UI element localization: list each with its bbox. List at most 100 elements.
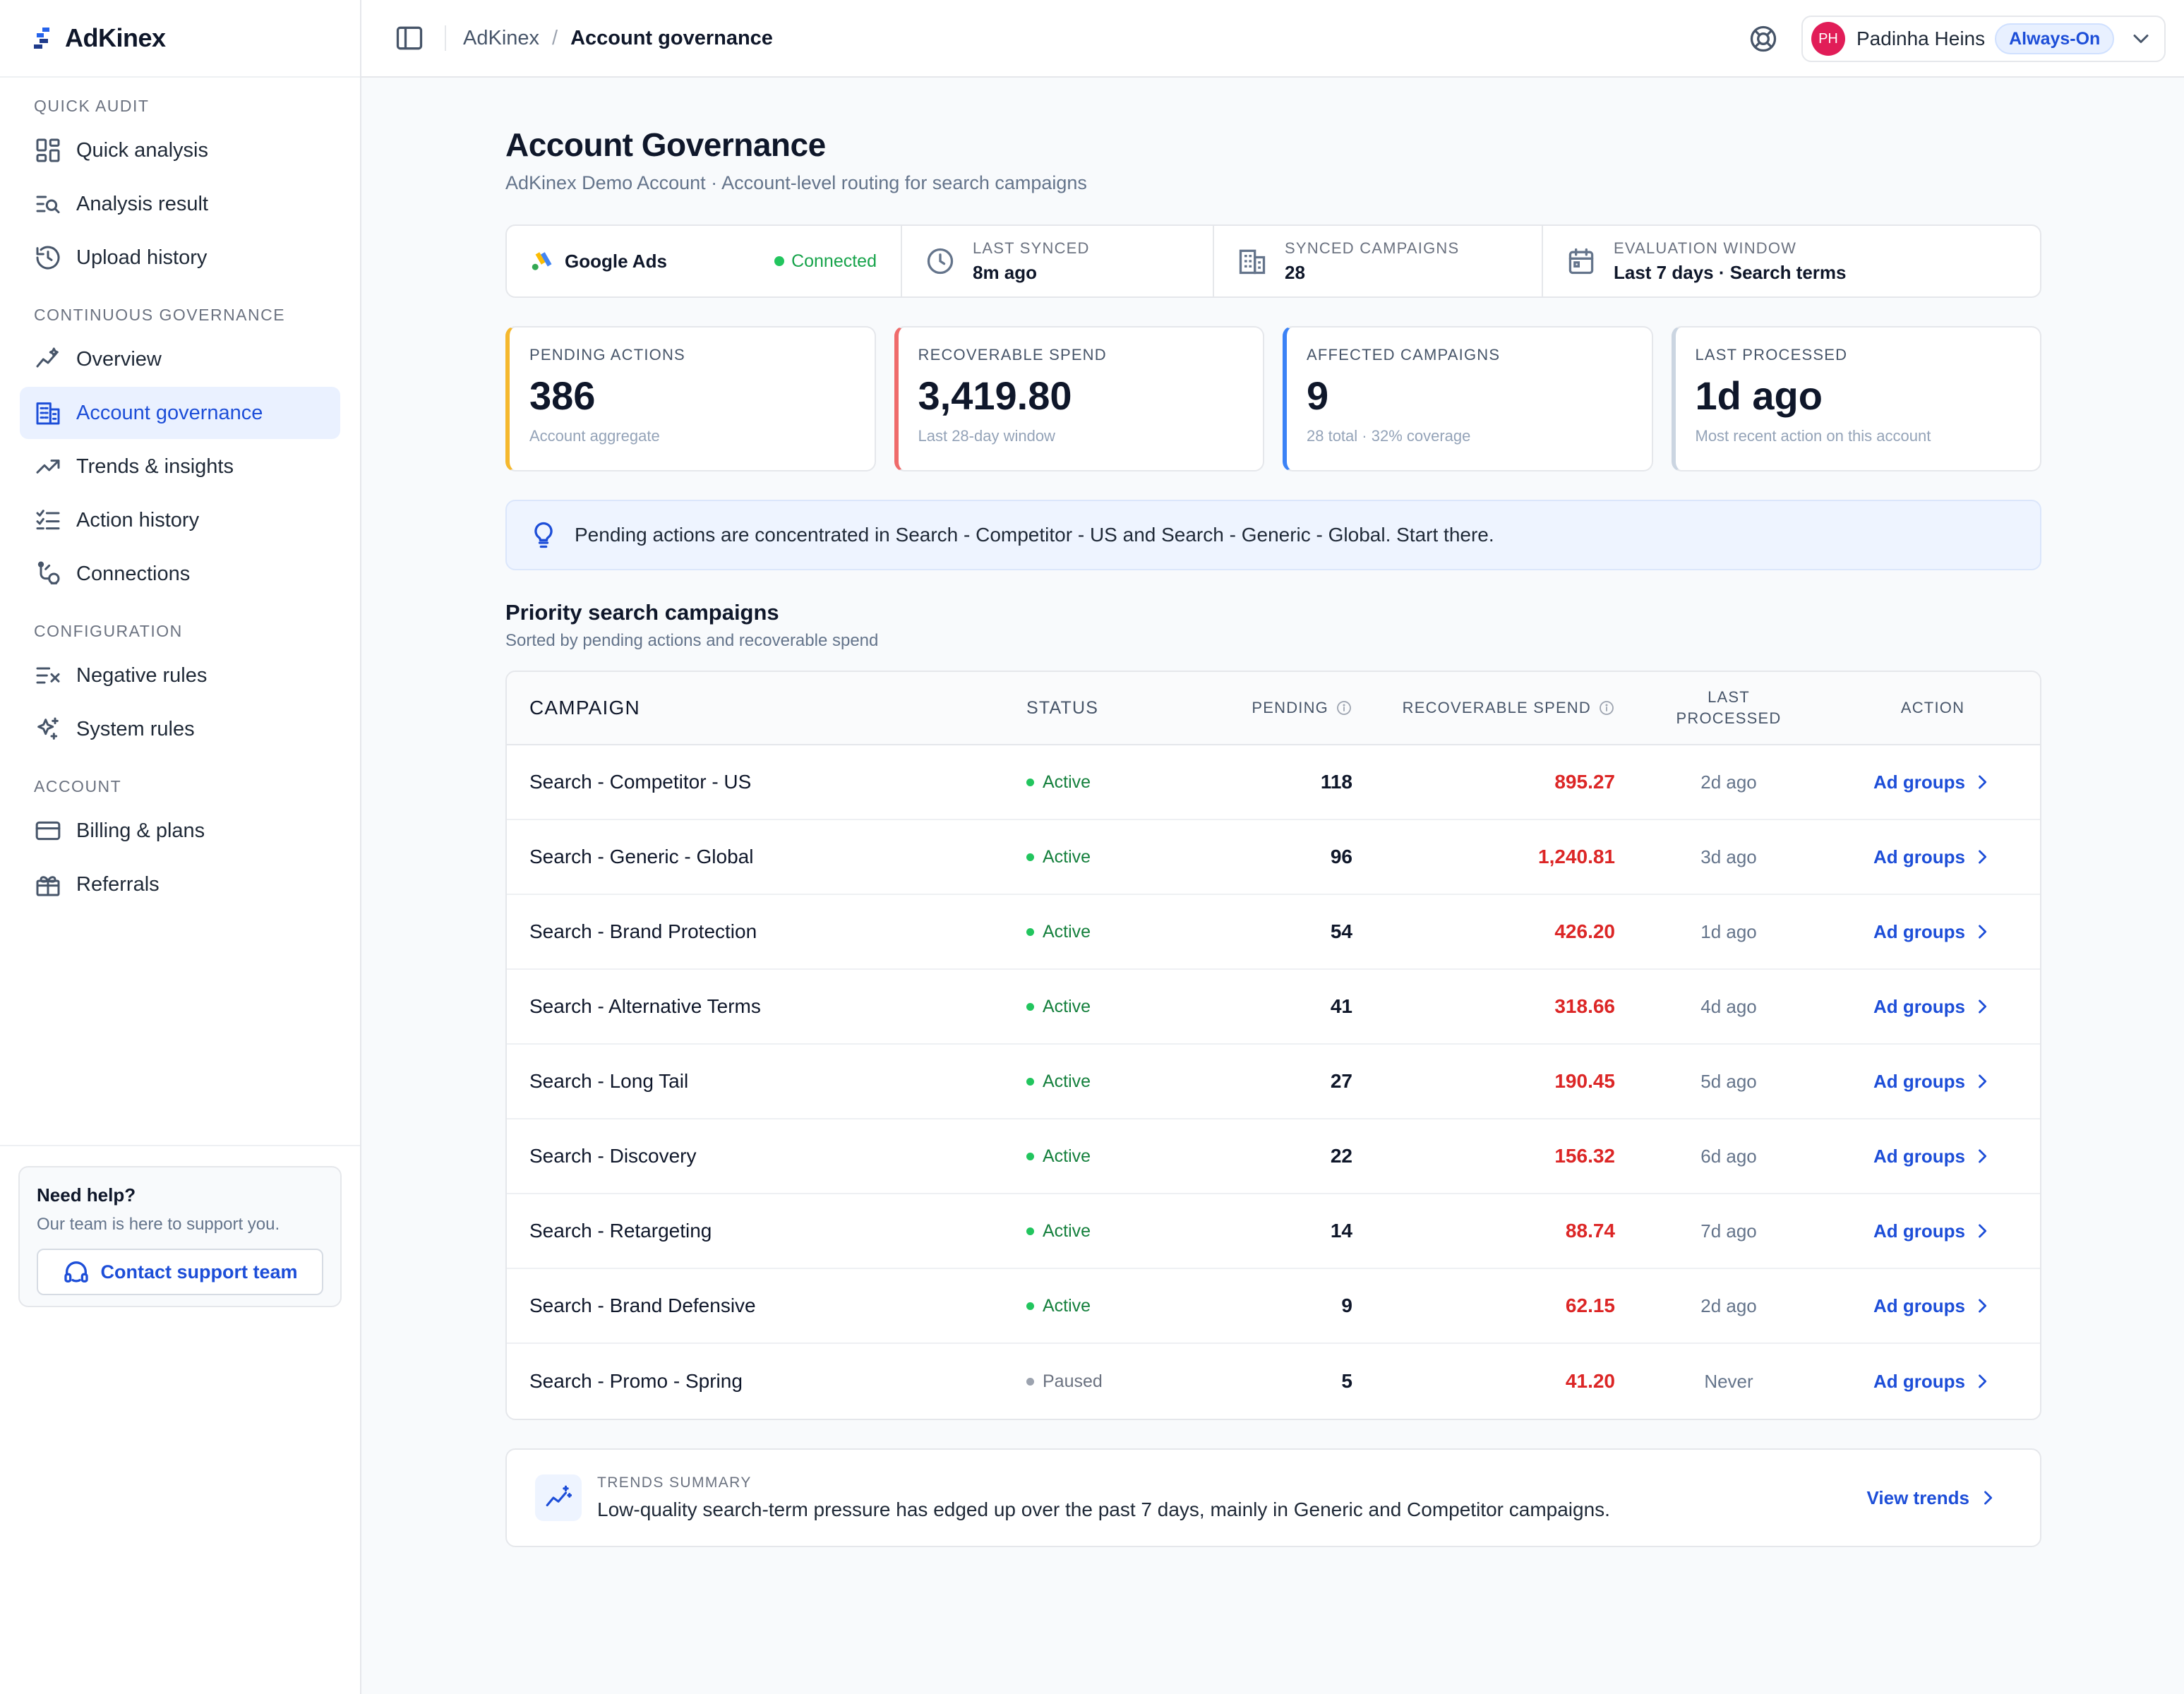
col-pending[interactable]: PENDING bbox=[1180, 699, 1352, 717]
status-label: Active bbox=[1043, 921, 1091, 942]
nav-section-title: QUICK AUDIT bbox=[34, 97, 150, 115]
sidebar-item-trends-and-insights[interactable]: Trends & insights bbox=[20, 440, 340, 493]
last-processed: 2d ago bbox=[1700, 771, 1757, 793]
sidebar-item-action-history[interactable]: Action history bbox=[20, 494, 340, 546]
chevron-down-icon[interactable] bbox=[2128, 26, 2154, 52]
status-label: Active bbox=[1043, 1146, 1091, 1166]
status-badge: Active bbox=[998, 1296, 1180, 1316]
col-spend[interactable]: RECOVERABLE SPEND bbox=[1352, 699, 1615, 717]
evaluation-window-label: EVALUATION WINDOW bbox=[1614, 239, 1797, 257]
pending-count: 41 bbox=[1330, 995, 1352, 1017]
pending-count: 5 bbox=[1341, 1370, 1352, 1392]
sidebar-nav: QUICK AUDIT Quick analysis Analysis result… bbox=[0, 95, 360, 911]
sidebar-item-system-rules[interactable]: System rules bbox=[20, 703, 340, 755]
lifebuoy-icon[interactable] bbox=[1748, 23, 1779, 54]
table-row[interactable]: Search - Retargeting Active 14 88.74 7d ago A… bbox=[507, 1194, 2040, 1269]
recoverable-spend: 895.27 bbox=[1554, 771, 1615, 793]
ad-groups-link[interactable]: Ad groups bbox=[1842, 1071, 2023, 1093]
last-processed: 1d ago bbox=[1700, 920, 1757, 942]
sidebar-item-upload-history[interactable]: Upload history bbox=[20, 232, 340, 284]
col-last-processed[interactable]: LAST PROCESSED bbox=[1615, 687, 1842, 729]
ad-groups-link[interactable]: Ad groups bbox=[1842, 1220, 2023, 1242]
ad-groups-label: Ad groups bbox=[1873, 1220, 1965, 1242]
chevron-right-icon bbox=[1979, 1374, 1987, 1388]
status-label: Active bbox=[1043, 846, 1091, 867]
table-row[interactable]: Search - Generic - Global Active 96 1,240.8… bbox=[507, 820, 2040, 895]
contact-support-label: Contact support team bbox=[100, 1261, 298, 1282]
sidebar-toggle-icon[interactable] bbox=[394, 23, 425, 54]
sidebar-item-billing-and-plans[interactable]: Billing & plans bbox=[20, 805, 340, 857]
last-synced-label: LAST SYNCED bbox=[973, 239, 1090, 257]
trend-sparkle-icon bbox=[535, 1474, 582, 1521]
chevron-right-icon bbox=[1979, 1149, 1987, 1163]
pending-count: 96 bbox=[1330, 846, 1352, 867]
campaign-name: Search - Alternative Terms bbox=[529, 995, 761, 1017]
adkinex-logo-icon bbox=[34, 28, 49, 49]
clock-icon bbox=[927, 248, 954, 275]
evaluation-window-value: Last 7 days · Search terms bbox=[1614, 261, 1847, 283]
ad-groups-link[interactable]: Ad groups bbox=[1842, 1146, 2023, 1167]
sidebar-item-label: Billing & plans bbox=[76, 819, 205, 842]
last-processed: 7d ago bbox=[1700, 1220, 1757, 1242]
evaluation-window-cell: EVALUATION WINDOW Last 7 days · Search t… bbox=[1543, 226, 2040, 296]
campaign-name: Search - Generic - Global bbox=[529, 846, 754, 867]
pending-count: 118 bbox=[1320, 771, 1352, 793]
table-row[interactable]: Search - Alternative Terms Active 41 318.66… bbox=[507, 970, 2040, 1045]
connections-icon bbox=[37, 561, 60, 584]
history-icon bbox=[36, 246, 60, 270]
ad-groups-link[interactable]: Ad groups bbox=[1842, 921, 2023, 943]
sidebar-item-label: Trends & insights bbox=[76, 455, 234, 478]
info-icon[interactable] bbox=[1598, 699, 1615, 716]
info-icon[interactable] bbox=[1336, 699, 1352, 716]
status-badge: Active bbox=[998, 1221, 1180, 1242]
sidebar-item-quick-analysis[interactable]: Quick analysis bbox=[20, 124, 340, 176]
table-row[interactable]: Search - Competitor - US Active 118 895.27 2… bbox=[507, 745, 2040, 820]
pending-count: 9 bbox=[1341, 1294, 1352, 1316]
sidebar: AdKinex QUICK AUDIT Quick analysis Analysi… bbox=[0, 0, 361, 1694]
table-header: CAMPAIGN STATUS PENDING RECOVERABLE SPEN… bbox=[507, 672, 2040, 745]
ad-groups-link[interactable]: Ad groups bbox=[1842, 1371, 2023, 1393]
user-name: Padinha Heins bbox=[1856, 28, 1986, 49]
ad-groups-label: Ad groups bbox=[1873, 1370, 1965, 1392]
user-menu[interactable]: PH Padinha Heins Always-On bbox=[1801, 16, 2166, 62]
table-row[interactable]: Search - Brand Protection Active 54 426.20 1… bbox=[507, 895, 2040, 970]
plan-badge: Always-On bbox=[1995, 23, 2115, 54]
table-row[interactable]: Search - Long Tail Active 27 190.45 5d ago Ad… bbox=[507, 1045, 2040, 1119]
contact-support-button[interactable]: Contact support team bbox=[37, 1249, 323, 1295]
ad-groups-link[interactable]: Ad groups bbox=[1842, 996, 2023, 1018]
table-row[interactable]: Search - Brand Defensive Active 9 62.15 2d a… bbox=[507, 1269, 2040, 1344]
recoverable-spend: 190.45 bbox=[1554, 1070, 1615, 1092]
breadcrumb-root[interactable]: AdKinex bbox=[463, 26, 540, 49]
ad-groups-link[interactable]: Ad groups bbox=[1842, 771, 2023, 793]
last-processed: 4d ago bbox=[1700, 995, 1757, 1017]
campaigns-subtitle: Sorted by pending actions and recoverabl… bbox=[505, 631, 879, 650]
sidebar-item-overview[interactable]: Overview bbox=[20, 333, 340, 385]
trends-text: Low-quality search-term pressure has edg… bbox=[597, 1498, 1610, 1520]
sidebar-item-account-governance[interactable]: Account governance bbox=[20, 387, 340, 439]
table-row[interactable]: Search - Promo - Spring Paused 5 41.20 Never… bbox=[507, 1344, 2040, 1419]
ad-groups-link[interactable]: Ad groups bbox=[1842, 1295, 2023, 1317]
sidebar-item-negative-rules[interactable]: Negative rules bbox=[20, 649, 340, 702]
sidebar-item-label: Action history bbox=[76, 508, 200, 531]
campaign-name: Search - Long Tail bbox=[529, 1070, 689, 1092]
nav-section-title: CONTINUOUS GOVERNANCE bbox=[34, 306, 286, 324]
sidebar-item-label: System rules bbox=[76, 717, 195, 740]
sidebar-item-referrals[interactable]: Referrals bbox=[20, 858, 340, 911]
breadcrumb-current: Account governance bbox=[570, 26, 773, 49]
col-campaign[interactable]: CAMPAIGN bbox=[529, 697, 640, 719]
synced-campaigns-cell: SYNCED CAMPAIGNS 28 bbox=[1214, 226, 1543, 296]
platform-name: Google Ads bbox=[565, 250, 667, 272]
ad-groups-link[interactable]: Ad groups bbox=[1842, 846, 2023, 868]
sidebar-item-label: Upload history bbox=[76, 246, 208, 269]
page-title: Account Governance bbox=[505, 126, 826, 163]
sidebar-item-analysis-result[interactable]: Analysis result bbox=[20, 178, 340, 230]
col-status[interactable]: STATUS bbox=[1026, 697, 1099, 718]
nav-section-title: CONFIGURATION bbox=[34, 622, 183, 640]
sidebar-item-connections[interactable]: Connections bbox=[20, 548, 340, 600]
trends-label: TRENDS SUMMARY bbox=[597, 1474, 752, 1491]
brand[interactable]: AdKinex bbox=[0, 0, 360, 78]
google-ads-icon bbox=[532, 252, 552, 270]
view-trends-link[interactable]: View trends bbox=[1867, 1487, 1998, 1509]
table-row[interactable]: Search - Discovery Active 22 156.32 6d ago Ad… bbox=[507, 1119, 2040, 1194]
recoverable-spend: 1,240.81 bbox=[1538, 846, 1615, 867]
